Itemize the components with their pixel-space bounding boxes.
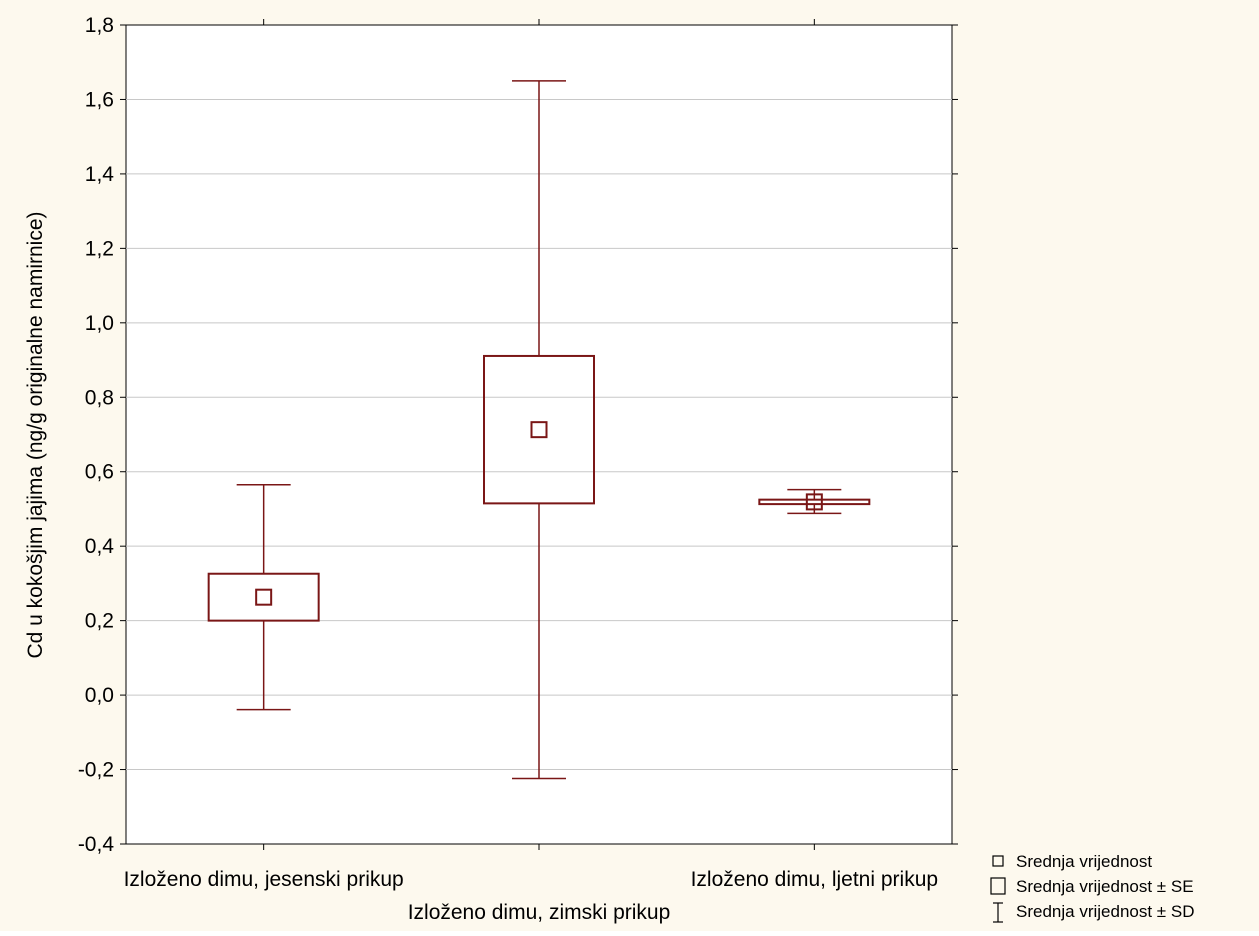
y-axis-label: Cd u kokošjim jajima (ng/g originalne na…: [24, 211, 47, 658]
mean-marker: [530, 421, 548, 439]
x-tick-label: Izloženo dimu, zimski prikup: [408, 901, 671, 924]
y-tick-label: 1,4: [85, 163, 115, 186]
mean-marker: [805, 493, 823, 511]
y-tick-label: 1,8: [85, 14, 114, 37]
axes: -0,4 -0,2 0,0 0,2 0,4 0,6 0,8 1,0 1,2 1,4 1,6 1,8 Iz…: [78, 14, 958, 924]
se-box: [207, 572, 320, 622]
se-box: [483, 354, 595, 505]
legend-label: Srednja vrijednost ± SE: [1016, 877, 1194, 896]
x-tick-label: Izloženo dimu, jesenski prikup: [124, 868, 404, 891]
y-tick-label: 1,0: [85, 312, 114, 335]
y-tick-label: 1,2: [85, 237, 114, 260]
category-group: [483, 80, 595, 780]
y-tick-label: -0,2: [78, 759, 114, 782]
legend: Srednja vrijednost Srednja vrijednost ± S…: [990, 852, 1194, 923]
legend-symbol-mean: [992, 855, 1004, 867]
y-tick-label: 0,8: [85, 386, 114, 409]
legend-label: Srednja vrijednost ± SD: [1016, 902, 1194, 921]
y-tick-label: 0,6: [85, 461, 114, 484]
y-tick-label: 0,0: [85, 684, 114, 707]
y-tick-label: 0,2: [85, 610, 114, 633]
x-tick-label: Izloženo dimu, ljetni prikup: [691, 868, 938, 891]
category-group: [758, 488, 871, 515]
category-group: [207, 484, 320, 711]
y-tick-label: 0,4: [85, 535, 115, 558]
mean-marker: [255, 588, 273, 606]
legend-label: Srednja vrijednost: [1016, 852, 1152, 871]
legend-symbol-se: [990, 877, 1006, 895]
series: [207, 80, 871, 780]
y-tick-label: 1,6: [85, 88, 114, 111]
se-box: [758, 498, 871, 506]
y-tick-label: -0,4: [78, 833, 115, 856]
